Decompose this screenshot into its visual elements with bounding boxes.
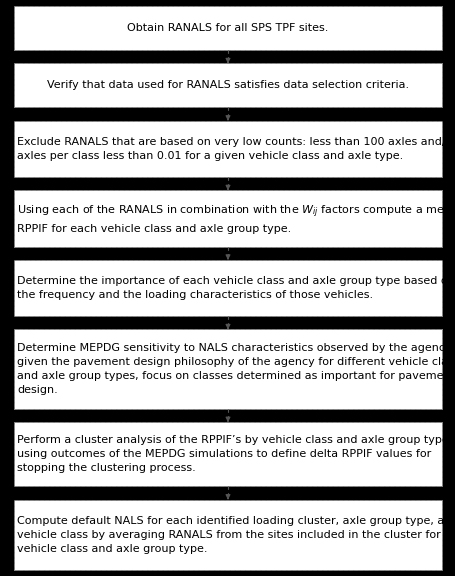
Text: Obtain RANALS for all SPS TPF sites.: Obtain RANALS for all SPS TPF sites. bbox=[127, 23, 328, 33]
Text: Using each of the RANALS in combination with the $W_{ij}$ factors compute a mean: Using each of the RANALS in combination … bbox=[17, 203, 455, 234]
FancyBboxPatch shape bbox=[14, 121, 441, 177]
FancyBboxPatch shape bbox=[14, 422, 441, 486]
Text: Determine MEPDG sensitivity to NALS characteristics observed by the agency,
give: Determine MEPDG sensitivity to NALS char… bbox=[17, 343, 455, 395]
FancyBboxPatch shape bbox=[14, 191, 441, 247]
Text: Perform a cluster analysis of the RPPIF’s by vehicle class and axle group type
u: Perform a cluster analysis of the RPPIF’… bbox=[17, 435, 448, 473]
Text: Exclude RANALS that are based on very low counts: less than 100 axles and/or
axl: Exclude RANALS that are based on very lo… bbox=[17, 137, 455, 161]
FancyBboxPatch shape bbox=[14, 63, 441, 107]
Text: Compute default NALS for each identified loading cluster, axle group type, and
v: Compute default NALS for each identified… bbox=[17, 516, 455, 554]
FancyBboxPatch shape bbox=[14, 329, 441, 409]
Text: Determine the importance of each vehicle class and axle group type based on
the : Determine the importance of each vehicle… bbox=[17, 276, 454, 300]
FancyBboxPatch shape bbox=[14, 6, 441, 50]
FancyBboxPatch shape bbox=[14, 260, 441, 316]
FancyBboxPatch shape bbox=[14, 500, 441, 570]
Text: Verify that data used for RANALS satisfies data selection criteria.: Verify that data used for RANALS satisfi… bbox=[47, 81, 408, 90]
